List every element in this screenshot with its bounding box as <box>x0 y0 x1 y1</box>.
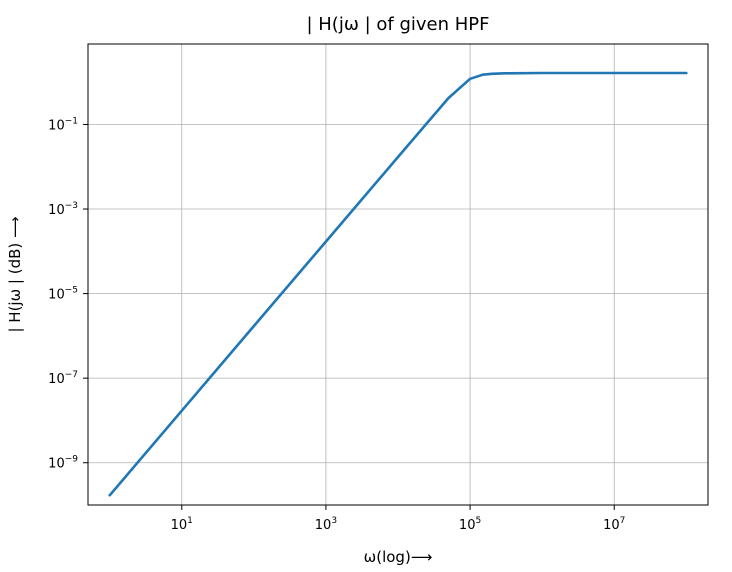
plot-frame <box>87 43 709 506</box>
y-tick-label-4: 10−9 <box>48 455 78 472</box>
x-axis-label: ω(log)⟶ <box>364 548 433 566</box>
x-tick-label-3: 107 <box>603 516 625 533</box>
x-tick-label-1: 103 <box>315 516 337 533</box>
series-layer <box>108 71 688 497</box>
y-tick-label-1: 10−3 <box>48 201 78 218</box>
series-line-0 <box>108 71 688 497</box>
y-tick-label-3: 10−7 <box>48 370 78 387</box>
x-tick-label-0: 101 <box>171 516 193 533</box>
grid-lines <box>88 44 708 505</box>
y-axis-label: | H(jω | (dB) ⟶ <box>6 216 24 332</box>
x-tick-label-2: 105 <box>459 516 481 533</box>
tick-layer: 101 103 105 107 10−1 10−3 10−5 10−7 10−9 <box>48 116 625 533</box>
y-tick-label-0: 10−1 <box>48 116 78 133</box>
chart-title: | H(jω | of given HPF <box>306 14 489 35</box>
y-tick-label-2: 10−5 <box>48 286 78 303</box>
